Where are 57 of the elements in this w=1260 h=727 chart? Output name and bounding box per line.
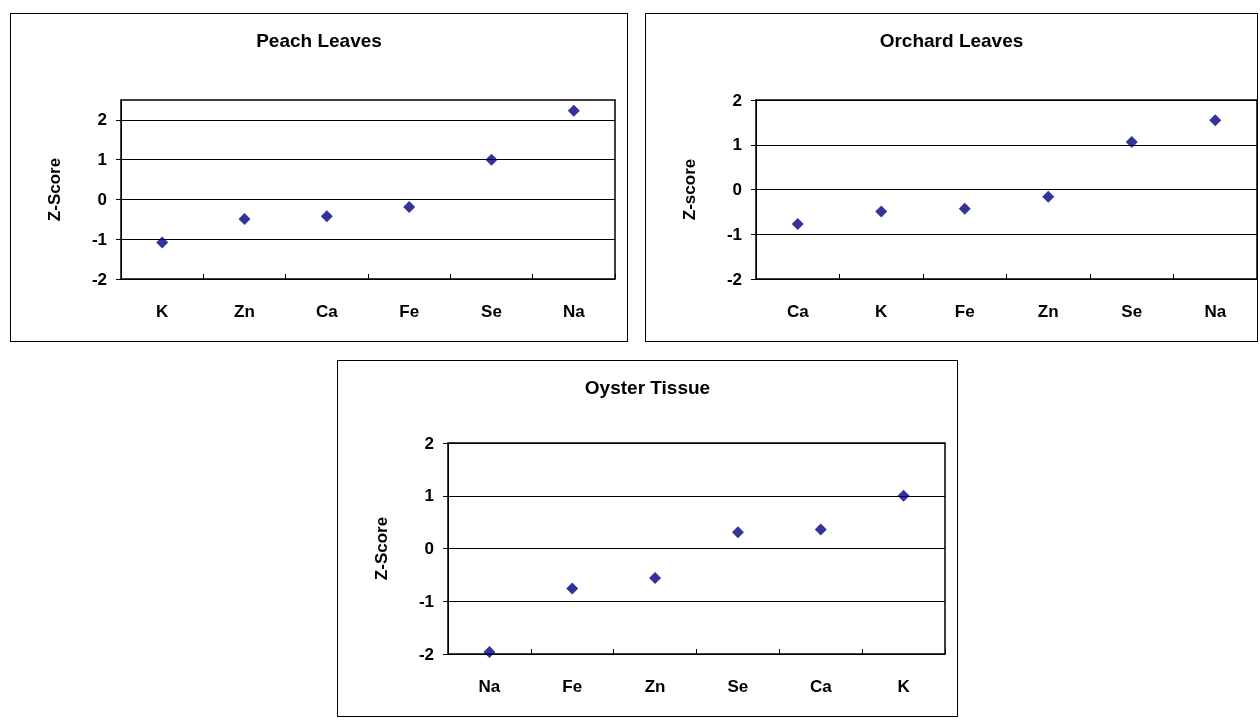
y-tick-label: 2 [97,110,107,130]
y-axis-title: Z-Score [45,157,64,222]
y-axis-title: Z-score [680,158,699,221]
x-tick-label: Zn [644,677,666,696]
y-tick-label: -1 [726,224,742,244]
y-tick-label: -2 [726,269,742,289]
y-tick-label: 1 [97,150,107,170]
y-tick-label: 0 [732,180,742,199]
point [897,489,910,502]
y-tick-label: -1 [418,591,434,611]
x-tick-label: Fe [562,677,583,696]
point [649,572,662,585]
point [958,202,971,215]
y-tick-label: 1 [424,486,434,506]
point [483,645,496,658]
point [156,236,169,249]
x-tick-label: Zn [234,302,255,321]
point [731,526,744,539]
y-tick-label: -2 [91,269,107,289]
point [567,104,580,117]
x-tick-label: Se [481,302,502,321]
point [1125,136,1138,149]
y-tick-label: 2 [424,433,434,453]
chart-title: Orchard Leaves [879,30,1024,51]
point [566,582,579,595]
x-tick-label: Na [1204,302,1227,321]
point [814,523,827,536]
point [1042,190,1055,203]
x-tick-label: Fe [399,302,420,321]
x-tick-label: Ca [315,302,339,321]
y-tick-label: 0 [424,539,434,558]
point [320,210,333,223]
y-tick-label: -2 [418,644,434,664]
x-tick-label: Na [478,677,501,696]
x-tick-label: Ca [786,302,810,321]
x-tick-label: Zn [1037,302,1059,321]
point [875,205,888,218]
chart-title: Peach Leaves [256,30,382,51]
point [791,217,804,230]
point [485,153,498,166]
y-tick-label: 1 [732,135,742,155]
point [238,212,251,225]
y-tick-label: 0 [97,189,107,209]
y-axis-title: Z-Score [372,516,391,581]
x-tick-label: Fe [954,302,975,321]
point [1209,114,1222,127]
y-tick-label: -1 [91,229,107,249]
x-tick-label: K [156,302,170,321]
x-tick-label: Se [727,677,749,696]
x-tick-label: Na [562,302,586,321]
x-tick-label: Ca [809,677,833,696]
x-tick-label: K [897,677,911,696]
chart-title: Oyster Tissue [584,377,711,398]
y-tick-label: 2 [732,90,742,110]
x-tick-label: K [875,302,889,321]
x-tick-label: Se [1121,302,1143,321]
point [403,201,416,213]
